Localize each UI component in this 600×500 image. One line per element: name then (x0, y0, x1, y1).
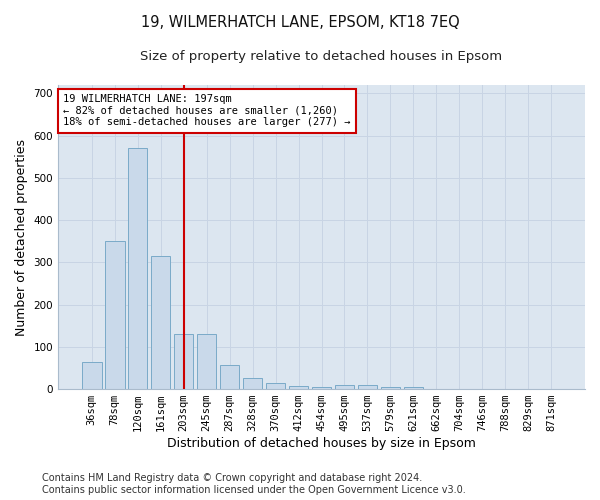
Y-axis label: Number of detached properties: Number of detached properties (15, 138, 28, 336)
Bar (243, 378, 262, 389)
Text: 19 WILMERHATCH LANE: 197sqm
← 82% of detached houses are smaller (1,260)
18% of : 19 WILMERHATCH LANE: 197sqm ← 82% of det… (64, 94, 351, 128)
Bar (128, 148, 148, 389)
Bar (266, 382, 286, 389)
Text: 19, WILMERHATCH LANE, EPSOM, KT18 7EQ: 19, WILMERHATCH LANE, EPSOM, KT18 7EQ (140, 15, 460, 30)
Bar (380, 387, 400, 389)
X-axis label: Distribution of detached houses by size in Epsom: Distribution of detached houses by size … (167, 437, 476, 450)
Bar (151, 256, 170, 389)
Bar (404, 387, 423, 389)
Bar (220, 365, 239, 389)
Bar (82, 362, 101, 389)
Bar (335, 385, 354, 389)
Bar (312, 387, 331, 389)
Bar (358, 385, 377, 389)
Bar (174, 334, 193, 389)
Text: Contains HM Land Registry data © Crown copyright and database right 2024.
Contai: Contains HM Land Registry data © Crown c… (42, 474, 466, 495)
Bar (289, 386, 308, 389)
Title: Size of property relative to detached houses in Epsom: Size of property relative to detached ho… (140, 50, 503, 63)
Bar (105, 242, 125, 389)
Bar (197, 334, 217, 389)
